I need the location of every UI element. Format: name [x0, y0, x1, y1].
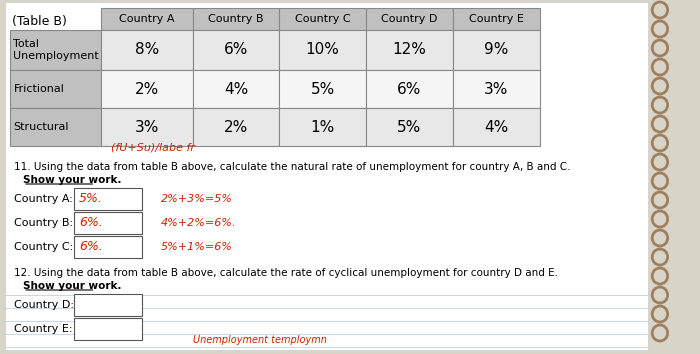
- FancyBboxPatch shape: [366, 30, 453, 70]
- Circle shape: [656, 139, 664, 147]
- Text: Show your work.: Show your work.: [23, 281, 122, 291]
- Text: 5%+1%=6%: 5%+1%=6%: [161, 242, 233, 252]
- Text: 5%.: 5%.: [79, 193, 103, 206]
- Text: Country E:: Country E:: [15, 324, 73, 334]
- FancyBboxPatch shape: [453, 30, 540, 70]
- FancyBboxPatch shape: [193, 8, 279, 30]
- FancyBboxPatch shape: [279, 30, 366, 70]
- FancyBboxPatch shape: [366, 108, 453, 146]
- Text: Unemployment temploymn: Unemployment temploymn: [193, 335, 327, 345]
- FancyBboxPatch shape: [74, 236, 141, 258]
- FancyBboxPatch shape: [453, 8, 540, 30]
- Text: 12%: 12%: [393, 42, 426, 57]
- Text: Country A:: Country A:: [15, 194, 74, 204]
- FancyBboxPatch shape: [5, 2, 648, 350]
- Text: 2%+3%=5%: 2%+3%=5%: [161, 194, 233, 204]
- FancyBboxPatch shape: [10, 70, 101, 108]
- Circle shape: [656, 63, 664, 71]
- Text: 2%: 2%: [135, 81, 159, 97]
- Text: Frictional: Frictional: [13, 84, 64, 94]
- Circle shape: [656, 25, 664, 33]
- Text: 4%: 4%: [224, 81, 248, 97]
- Text: 9%: 9%: [484, 42, 508, 57]
- Circle shape: [656, 158, 664, 166]
- Circle shape: [656, 215, 664, 223]
- FancyBboxPatch shape: [74, 294, 141, 316]
- FancyBboxPatch shape: [10, 30, 101, 70]
- Text: Country B: Country B: [209, 14, 264, 24]
- Text: Country C: Country C: [295, 14, 351, 24]
- Text: 5%: 5%: [398, 120, 421, 135]
- FancyBboxPatch shape: [102, 30, 193, 70]
- Text: Total
Unemployment: Total Unemployment: [13, 39, 99, 61]
- Text: Country E: Country E: [469, 14, 524, 24]
- FancyBboxPatch shape: [279, 108, 366, 146]
- FancyBboxPatch shape: [102, 108, 193, 146]
- FancyBboxPatch shape: [279, 70, 366, 108]
- Text: 8%: 8%: [135, 42, 159, 57]
- Text: 10%: 10%: [306, 42, 340, 57]
- Text: 3%: 3%: [134, 120, 159, 135]
- FancyBboxPatch shape: [102, 8, 193, 30]
- Text: 6%: 6%: [224, 42, 248, 57]
- FancyBboxPatch shape: [453, 70, 540, 108]
- FancyBboxPatch shape: [193, 70, 279, 108]
- Text: (Table B): (Table B): [12, 16, 66, 29]
- Text: Country C:: Country C:: [15, 242, 74, 252]
- FancyBboxPatch shape: [193, 30, 279, 70]
- Text: 12. Using the data from table B above, calculate the rate of cyclical unemployme: 12. Using the data from table B above, c…: [15, 268, 559, 278]
- Circle shape: [656, 101, 664, 109]
- Text: (fU+Su)/labe fr: (fU+Su)/labe fr: [111, 142, 195, 152]
- Text: 3%: 3%: [484, 81, 508, 97]
- Circle shape: [656, 82, 664, 90]
- Circle shape: [656, 310, 664, 318]
- FancyBboxPatch shape: [102, 70, 193, 108]
- FancyBboxPatch shape: [193, 108, 279, 146]
- Text: 6%.: 6%.: [79, 240, 103, 253]
- Circle shape: [656, 196, 664, 204]
- Text: Country A: Country A: [119, 14, 175, 24]
- FancyBboxPatch shape: [74, 188, 141, 210]
- FancyBboxPatch shape: [74, 318, 141, 340]
- FancyBboxPatch shape: [74, 212, 141, 234]
- Text: Show your work.: Show your work.: [23, 175, 122, 185]
- Text: 2%: 2%: [224, 120, 248, 135]
- Text: 4%+2%=6%.: 4%+2%=6%.: [161, 218, 237, 228]
- Text: 4%: 4%: [484, 120, 508, 135]
- Circle shape: [656, 329, 664, 337]
- Circle shape: [656, 291, 664, 299]
- Text: 1%: 1%: [311, 120, 335, 135]
- Text: 6%: 6%: [398, 81, 421, 97]
- Circle shape: [656, 44, 664, 52]
- Circle shape: [656, 120, 664, 128]
- Circle shape: [656, 177, 664, 185]
- FancyBboxPatch shape: [366, 70, 453, 108]
- Text: 6%.: 6%.: [79, 217, 103, 229]
- Circle shape: [656, 253, 664, 261]
- Circle shape: [656, 234, 664, 242]
- Text: Country D:: Country D:: [15, 300, 74, 310]
- Text: 5%: 5%: [311, 81, 335, 97]
- Text: Structural: Structural: [13, 122, 69, 132]
- Circle shape: [656, 6, 664, 14]
- FancyBboxPatch shape: [453, 108, 540, 146]
- FancyBboxPatch shape: [279, 8, 366, 30]
- Circle shape: [656, 272, 664, 280]
- Text: Country D: Country D: [382, 14, 438, 24]
- FancyBboxPatch shape: [10, 108, 101, 146]
- FancyBboxPatch shape: [366, 8, 453, 30]
- Text: 11. Using the data from table B above, calculate the natural rate of unemploymen: 11. Using the data from table B above, c…: [15, 162, 571, 172]
- Text: Country B:: Country B:: [15, 218, 74, 228]
